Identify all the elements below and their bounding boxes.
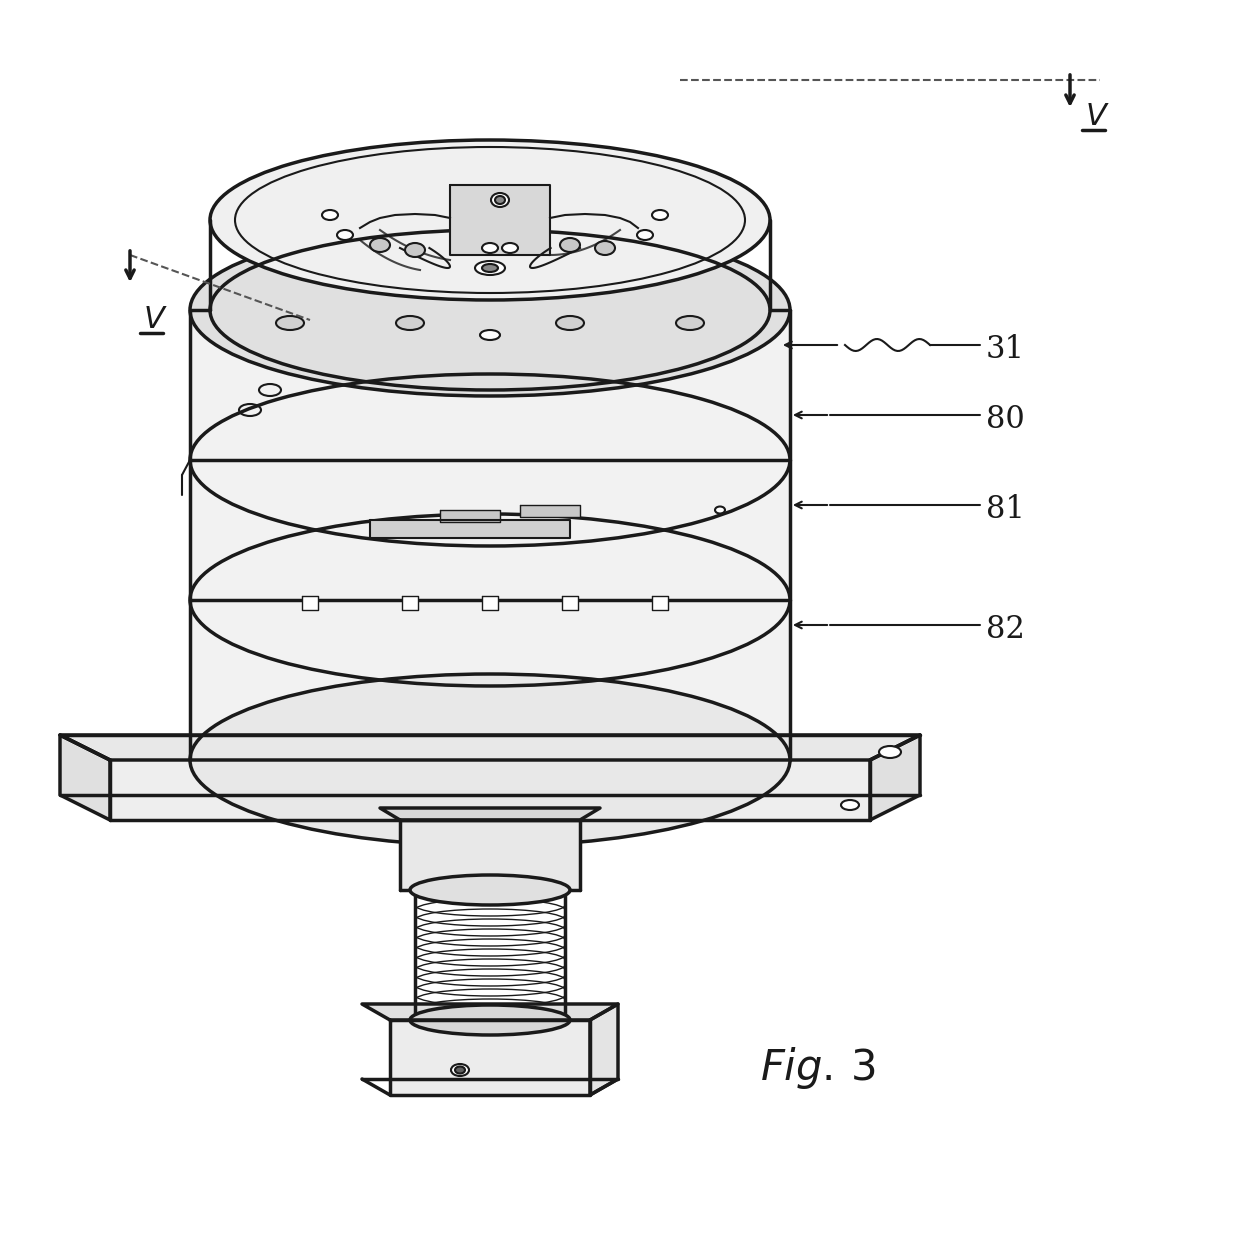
Ellipse shape (556, 316, 584, 330)
Ellipse shape (210, 140, 770, 300)
Ellipse shape (277, 316, 304, 330)
Polygon shape (562, 596, 578, 611)
Ellipse shape (879, 747, 901, 758)
Polygon shape (450, 185, 551, 256)
Ellipse shape (475, 261, 505, 274)
Polygon shape (401, 820, 580, 890)
Ellipse shape (190, 224, 790, 397)
Ellipse shape (410, 875, 570, 905)
Polygon shape (520, 505, 580, 517)
Polygon shape (379, 808, 600, 820)
Ellipse shape (322, 210, 339, 220)
Polygon shape (110, 760, 870, 820)
Polygon shape (60, 735, 920, 760)
Ellipse shape (495, 196, 505, 204)
Ellipse shape (595, 240, 615, 256)
Ellipse shape (482, 243, 498, 253)
Polygon shape (370, 520, 570, 538)
Polygon shape (870, 735, 920, 820)
Polygon shape (210, 310, 770, 760)
Ellipse shape (370, 238, 391, 252)
Polygon shape (303, 596, 317, 611)
Polygon shape (391, 1020, 590, 1095)
Text: 82: 82 (986, 614, 1025, 645)
Ellipse shape (560, 238, 580, 252)
Ellipse shape (210, 230, 770, 390)
Ellipse shape (637, 230, 653, 240)
Ellipse shape (451, 1064, 469, 1076)
Ellipse shape (502, 243, 518, 253)
Polygon shape (60, 735, 110, 820)
Polygon shape (652, 596, 668, 611)
Ellipse shape (396, 316, 424, 330)
Polygon shape (402, 596, 418, 611)
Polygon shape (362, 1003, 618, 1020)
Polygon shape (440, 510, 500, 522)
Polygon shape (190, 310, 790, 760)
Text: $\mathit{Fig.\,3}$: $\mathit{Fig.\,3}$ (760, 1045, 875, 1092)
Ellipse shape (455, 1066, 465, 1074)
Ellipse shape (652, 210, 668, 220)
Ellipse shape (190, 674, 790, 846)
Text: $V$: $V$ (143, 303, 167, 335)
Text: 31: 31 (986, 334, 1025, 365)
Text: 81: 81 (986, 494, 1025, 525)
Ellipse shape (482, 264, 498, 272)
Ellipse shape (715, 506, 725, 514)
Ellipse shape (405, 243, 425, 257)
Ellipse shape (491, 193, 508, 206)
Polygon shape (482, 596, 498, 611)
Ellipse shape (410, 1005, 570, 1035)
Ellipse shape (676, 316, 704, 330)
Polygon shape (590, 1003, 618, 1095)
Text: 80: 80 (986, 404, 1024, 436)
Text: $V$: $V$ (1085, 101, 1110, 132)
Ellipse shape (480, 330, 500, 340)
Ellipse shape (841, 799, 859, 810)
Ellipse shape (337, 230, 353, 240)
